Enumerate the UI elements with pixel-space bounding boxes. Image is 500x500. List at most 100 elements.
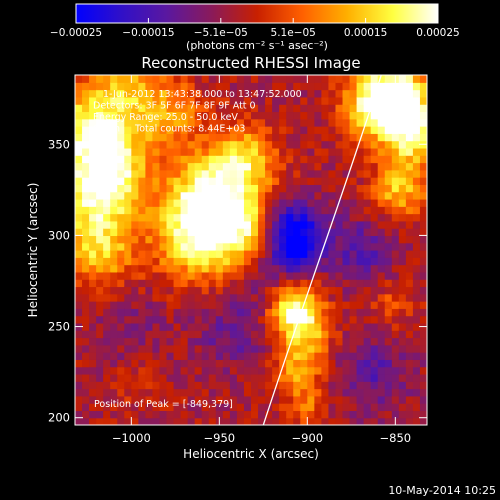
heatmap-cell <box>391 89 400 98</box>
heatmap-cell <box>166 111 175 120</box>
heatmap-cell <box>243 366 252 375</box>
heatmap-cell <box>138 417 146 425</box>
heatmap-cell <box>258 250 266 258</box>
heatmap-cell <box>124 89 132 98</box>
heatmap-cell <box>321 366 330 375</box>
heatmap-cell <box>377 366 386 375</box>
heatmap-cell <box>117 257 125 266</box>
heatmap-cell <box>152 330 161 339</box>
heatmap-cell <box>187 322 196 331</box>
heatmap-cell <box>243 75 252 83</box>
heatmap-cell <box>405 381 414 390</box>
heatmap-cell <box>398 184 407 193</box>
heatmap-cell <box>124 198 132 207</box>
heatmap-cell <box>349 373 358 382</box>
heatmap-cell <box>279 366 287 375</box>
heatmap-cell <box>117 293 125 302</box>
heatmap-cell <box>342 169 351 178</box>
heatmap-cell <box>180 198 189 207</box>
heatmap-cell <box>384 89 393 98</box>
heatmap-cell <box>398 169 407 178</box>
heatmap-cell <box>419 220 427 229</box>
heatmap-cell <box>131 82 139 91</box>
heatmap-cell <box>405 220 414 229</box>
heatmap-cell <box>215 111 224 120</box>
heatmap-cell <box>96 162 104 171</box>
heatmap-cell <box>131 286 139 295</box>
heatmap-cell <box>300 388 308 397</box>
heatmap-cell <box>384 257 393 266</box>
heatmap-cell <box>124 359 132 368</box>
heatmap-cell <box>419 315 427 324</box>
heatmap-cell <box>138 250 146 258</box>
heatmap-cell <box>103 330 111 339</box>
heatmap-cell <box>180 140 189 149</box>
heatmap-cell <box>145 75 154 83</box>
heatmap-cell <box>145 366 154 375</box>
heatmap-cell <box>201 293 210 302</box>
heatmap-cell <box>307 359 315 368</box>
heatmap-cell <box>159 126 168 134</box>
heatmap-cell <box>208 330 217 339</box>
heatmap-cell <box>265 417 273 425</box>
heatmap-cell <box>173 381 182 390</box>
heatmap-cell <box>201 184 210 193</box>
heatmap-cell <box>201 308 210 317</box>
heatmap-cell <box>293 184 301 193</box>
heatmap-cell <box>258 264 266 273</box>
heatmap-cell <box>194 184 203 193</box>
heatmap-cell <box>384 140 393 149</box>
heatmap-cell <box>335 279 344 288</box>
heatmap-cell <box>279 111 287 120</box>
heatmap-cell <box>215 322 224 331</box>
heatmap-cell <box>124 315 132 324</box>
heatmap-cell <box>159 301 168 309</box>
heatmap-cell <box>145 155 154 164</box>
heatmap-cell <box>222 373 231 382</box>
heatmap-cell <box>75 111 83 120</box>
colorbar-tick-label: −5.1e−05 <box>194 27 248 39</box>
heatmap-cell <box>229 388 238 397</box>
heatmap-cell <box>356 140 365 149</box>
heatmap-cell <box>82 417 90 425</box>
heatmap-cell <box>356 228 365 237</box>
heatmap-cell <box>412 75 421 83</box>
heatmap-cell <box>180 111 189 120</box>
heatmap-cell <box>265 75 273 83</box>
colorbar-tick-label: 0.00025 <box>416 27 459 39</box>
heatmap-cell <box>194 315 203 324</box>
heatmap-cell <box>222 155 231 164</box>
heatmap-cell <box>258 191 266 200</box>
heatmap-cell <box>307 162 315 171</box>
heatmap-cell <box>314 417 322 425</box>
heatmap-cell <box>314 344 322 353</box>
heatmap-cell <box>412 82 421 91</box>
heatmap-cell <box>89 140 97 149</box>
heatmap-cell <box>222 359 231 368</box>
heatmap-cell <box>166 293 175 302</box>
heatmap-cell <box>96 169 104 178</box>
heatmap-cell <box>265 89 273 98</box>
heatmap-cell <box>314 126 322 134</box>
heatmap-cell <box>222 337 231 346</box>
heatmap-cell <box>131 184 139 193</box>
heatmap-cell <box>187 264 196 273</box>
heatmap-cell <box>265 155 273 164</box>
heatmap-cell <box>342 308 351 317</box>
heatmap-cell <box>180 213 189 222</box>
heatmap-cell <box>96 235 104 244</box>
heatmap-cell <box>314 308 322 317</box>
heatmap-cell <box>152 126 161 134</box>
heatmap-cell <box>286 257 294 266</box>
heatmap-cell <box>103 410 111 419</box>
heatmap-cell <box>377 381 386 390</box>
heatmap-cell <box>117 206 125 215</box>
heatmap-cell <box>124 184 132 193</box>
heatmap-cell <box>377 235 386 244</box>
heatmap-cell <box>138 403 146 412</box>
heatmap-cell <box>321 271 330 280</box>
heatmap-cell <box>265 337 273 346</box>
heatmap-cell <box>405 271 414 280</box>
heatmap-cell <box>208 104 217 113</box>
heatmap-cell <box>321 250 330 258</box>
